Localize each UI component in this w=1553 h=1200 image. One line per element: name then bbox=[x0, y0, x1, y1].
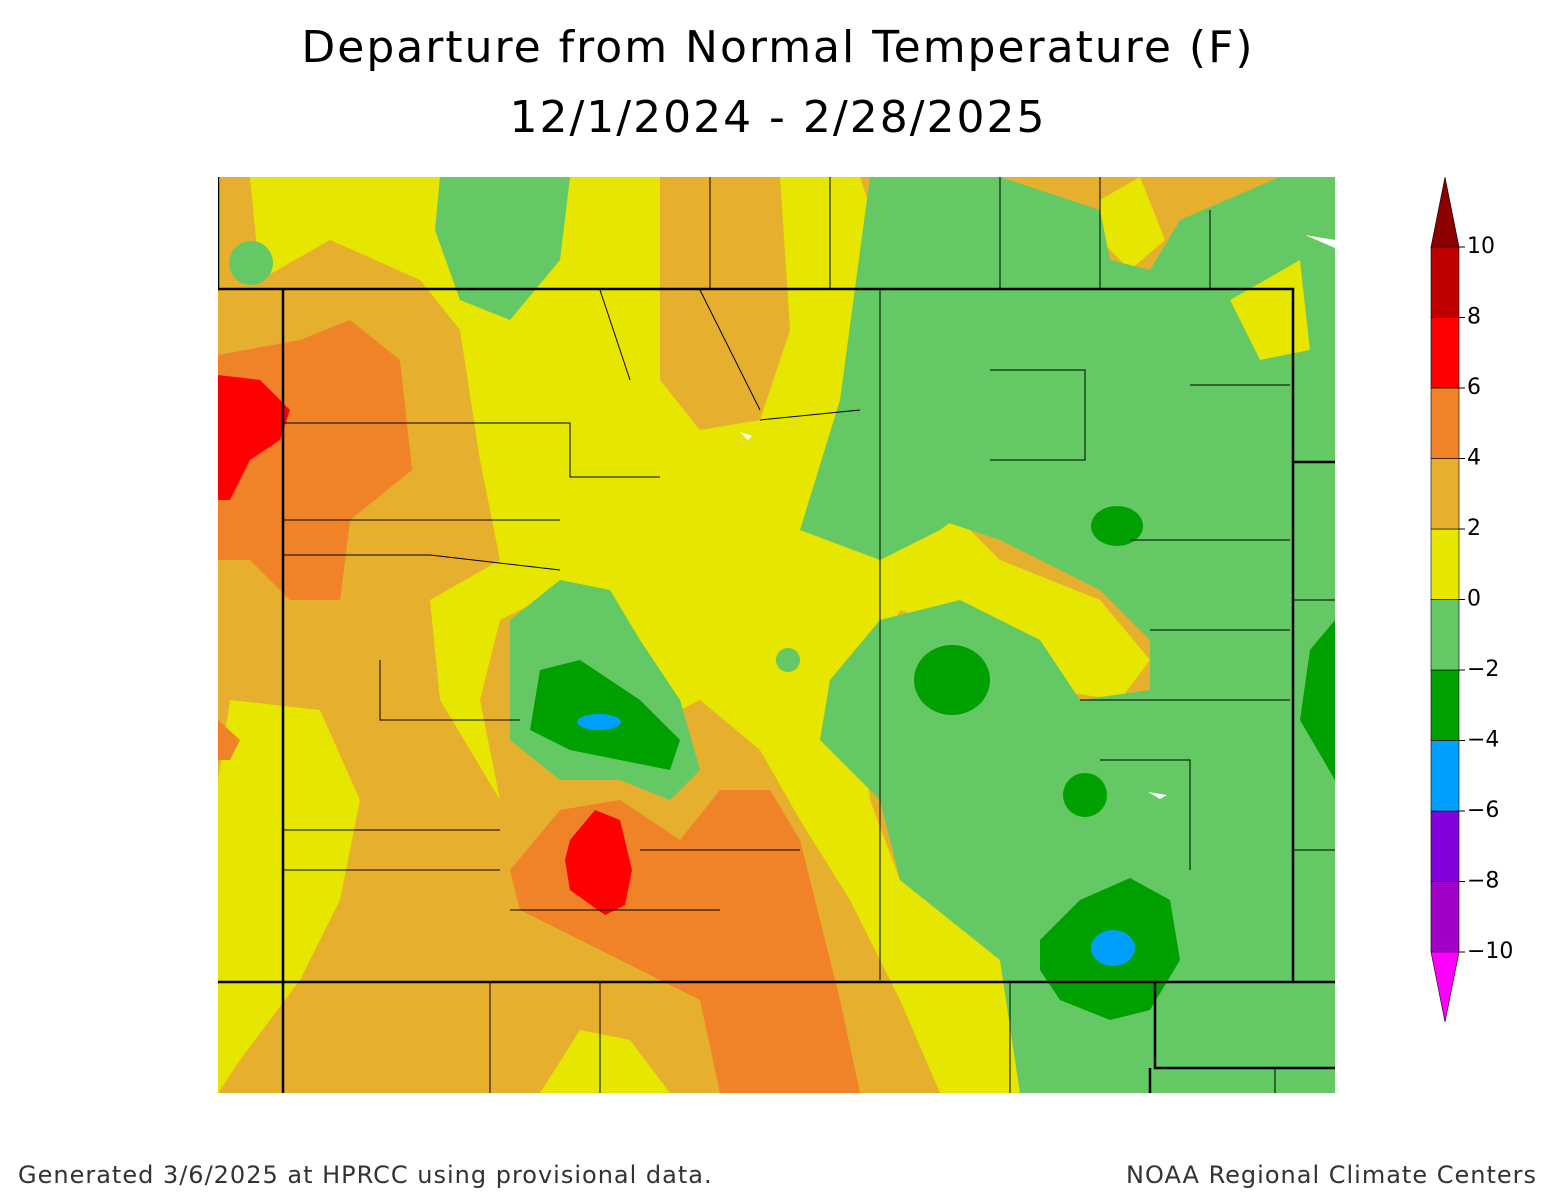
colorbar-tick-label: −10 bbox=[1467, 939, 1513, 964]
title-line: 12/1/2024 - 2/28/2025 bbox=[509, 92, 1046, 143]
colorbar-tick-label: 0 bbox=[1467, 587, 1481, 612]
colorbar-tick-label: 8 bbox=[1467, 305, 1481, 330]
colorbar-tick-label: −8 bbox=[1467, 869, 1499, 894]
colorbar-bin bbox=[1430, 528, 1460, 600]
colorbar-tick-label: −2 bbox=[1467, 657, 1499, 682]
colorbar-bin bbox=[1430, 387, 1460, 459]
colorbar-bin bbox=[1430, 740, 1460, 812]
title-line: Departure from Normal Temperature (F) bbox=[301, 22, 1254, 73]
colorbar: −10 −8 −6 −4 −2 0 2 4 6 8 10 bbox=[1430, 176, 1513, 1023]
colorbar-tick-label: −6 bbox=[1467, 798, 1499, 823]
colorbar-bin bbox=[1430, 669, 1460, 741]
colorbar-bin bbox=[1430, 810, 1460, 882]
map bbox=[218, 177, 1335, 1093]
footer-right: NOAA Regional Climate Centers bbox=[1126, 1161, 1537, 1189]
colorbar-tick-label: 6 bbox=[1467, 375, 1481, 400]
colorbar-tick-label: 4 bbox=[1467, 446, 1481, 471]
colorbar-under-arrow bbox=[1430, 951, 1460, 1023]
footer-left: Generated 3/6/2025 at HPRCC using provis… bbox=[18, 1161, 713, 1189]
colorbar-tick-label: 2 bbox=[1467, 516, 1481, 541]
colorbar-tick-label: −4 bbox=[1467, 728, 1499, 753]
colorbar-bin bbox=[1430, 458, 1460, 530]
colorbar-bin bbox=[1430, 246, 1460, 318]
colorbar-bin bbox=[1430, 317, 1460, 389]
colorbar-tick-label: 10 bbox=[1467, 234, 1495, 259]
colorbar-over-arrow bbox=[1430, 176, 1460, 248]
colorbar-bin bbox=[1430, 599, 1460, 671]
colorbar-bin bbox=[1430, 881, 1460, 953]
